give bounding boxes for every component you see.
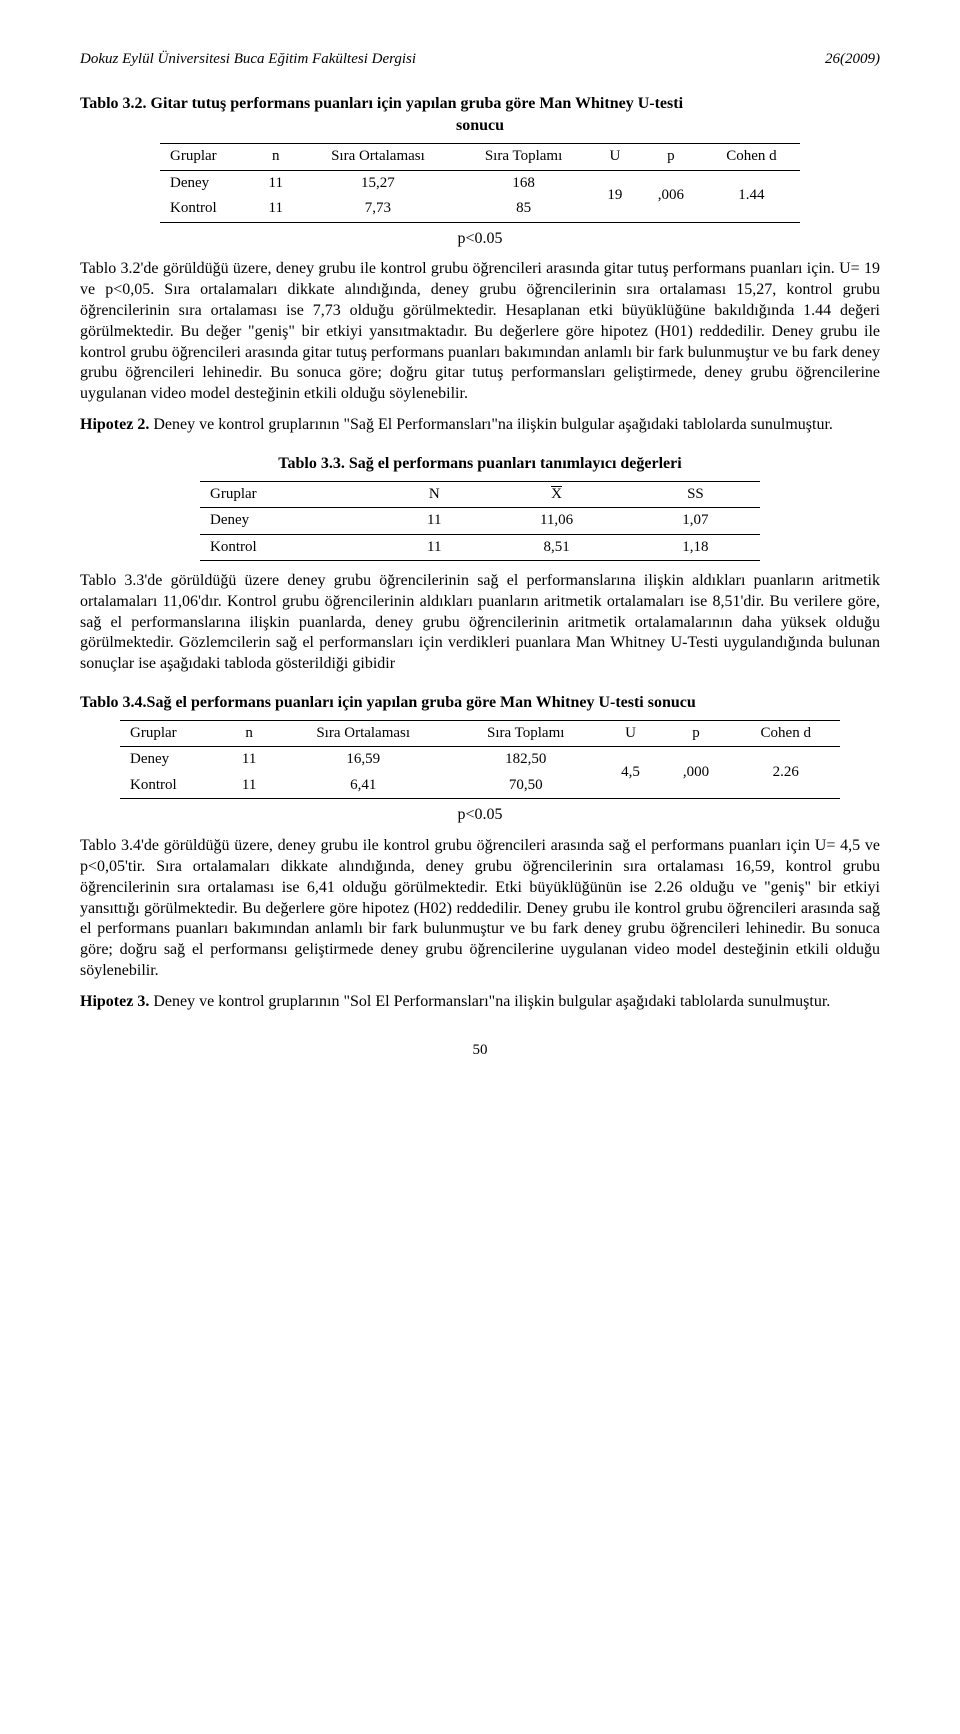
col-header: n xyxy=(223,720,276,747)
col-header: Sıra Ortalaması xyxy=(299,144,456,171)
col-header: p xyxy=(639,144,703,171)
col-header: N xyxy=(386,481,482,508)
hypothesis-2: Hipotez 2. Deney ve kontrol gruplarının … xyxy=(80,415,880,436)
table-3-3-caption: Tablo 3.3. Sağ el performans puanları ta… xyxy=(80,454,880,475)
table-row: Kontrol 11 8,51 1,18 xyxy=(200,534,760,561)
running-header: Dokuz Eylül Üniversitesi Buca Eğitim Fak… xyxy=(80,50,880,70)
col-header: Sıra Toplamı xyxy=(456,144,590,171)
col-header: SS xyxy=(631,481,760,508)
col-header: Cohen d xyxy=(732,720,840,747)
col-header: Gruplar xyxy=(200,481,386,508)
col-header: Gruplar xyxy=(120,720,223,747)
table-3-2-caption: Tablo 3.2. Gitar tutuş performans puanla… xyxy=(80,94,880,115)
table-3-4-caption: Tablo 3.4.Sağ el performans puanları içi… xyxy=(80,693,880,714)
table-row: Gruplar n Sıra Ortalaması Sıra Toplamı U… xyxy=(120,720,840,747)
table-row: Deney 11 15,27 168 19 ,006 1.44 xyxy=(160,170,800,196)
journal-title: Dokuz Eylül Üniversitesi Buca Eğitim Fak… xyxy=(80,50,416,70)
col-header: n xyxy=(252,144,300,171)
hypothesis-3: Hipotez 3. Deney ve kontrol gruplarının … xyxy=(80,992,880,1013)
paragraph: Tablo 3.3'de görüldüğü üzere deney grubu… xyxy=(80,571,880,675)
table-3-3: Gruplar N X SS Deney 11 11,06 1,07 Kontr… xyxy=(200,481,760,562)
table-row: Deney 11 16,59 182,50 4,5 ,000 2.26 xyxy=(120,747,840,773)
p-note: p<0.05 xyxy=(80,805,880,826)
col-header: Cohen d xyxy=(703,144,800,171)
col-header: Gruplar xyxy=(160,144,252,171)
table-row: Gruplar N X SS xyxy=(200,481,760,508)
col-header: U xyxy=(601,720,661,747)
table-3-2-caption-line2: sonucu xyxy=(80,116,880,137)
table-row: Deney 11 11,06 1,07 xyxy=(200,508,760,535)
paragraph: Tablo 3.2'de görüldüğü üzere, deney grub… xyxy=(80,259,880,405)
table-row: Gruplar n Sıra Ortalaması Sıra Toplamı U… xyxy=(160,144,800,171)
col-header: U xyxy=(591,144,639,171)
col-header: X xyxy=(482,481,631,508)
table-3-2: Gruplar n Sıra Ortalaması Sıra Toplamı U… xyxy=(160,143,800,223)
paragraph: Tablo 3.4'de görüldüğü üzere, deney grub… xyxy=(80,836,880,982)
col-header: Sıra Ortalaması xyxy=(276,720,451,747)
p-note: p<0.05 xyxy=(80,229,880,250)
col-header: p xyxy=(660,720,731,747)
col-header: Sıra Toplamı xyxy=(451,720,601,747)
page-number: 50 xyxy=(80,1041,880,1061)
issue-number: 26(2009) xyxy=(825,50,880,70)
table-3-4: Gruplar n Sıra Ortalaması Sıra Toplamı U… xyxy=(120,720,840,800)
